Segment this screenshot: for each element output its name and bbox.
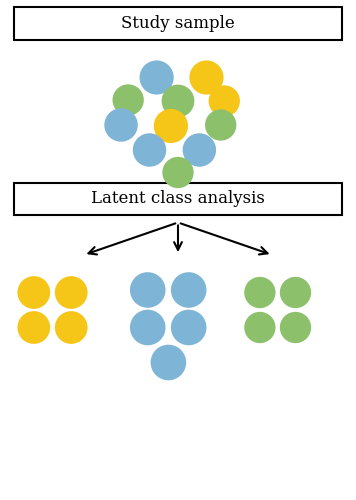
Ellipse shape: [130, 310, 166, 346]
Ellipse shape: [280, 312, 311, 343]
FancyBboxPatch shape: [14, 8, 342, 40]
Ellipse shape: [183, 134, 216, 166]
Ellipse shape: [133, 134, 166, 166]
Ellipse shape: [209, 86, 240, 116]
Ellipse shape: [244, 312, 276, 343]
Ellipse shape: [130, 272, 166, 308]
Ellipse shape: [205, 110, 236, 140]
Ellipse shape: [55, 311, 88, 344]
Ellipse shape: [162, 157, 194, 188]
Ellipse shape: [140, 60, 174, 94]
Ellipse shape: [162, 84, 194, 117]
Ellipse shape: [171, 310, 206, 346]
Ellipse shape: [171, 272, 206, 308]
Ellipse shape: [280, 277, 311, 308]
Ellipse shape: [55, 276, 88, 309]
Ellipse shape: [104, 108, 138, 142]
Ellipse shape: [244, 277, 276, 308]
Ellipse shape: [151, 344, 186, 380]
Ellipse shape: [189, 60, 224, 94]
FancyBboxPatch shape: [14, 182, 342, 215]
Ellipse shape: [17, 276, 50, 309]
Ellipse shape: [112, 84, 144, 116]
Ellipse shape: [154, 109, 188, 143]
Text: Study sample: Study sample: [121, 15, 235, 32]
Ellipse shape: [17, 311, 50, 344]
Text: Latent class analysis: Latent class analysis: [91, 190, 265, 208]
